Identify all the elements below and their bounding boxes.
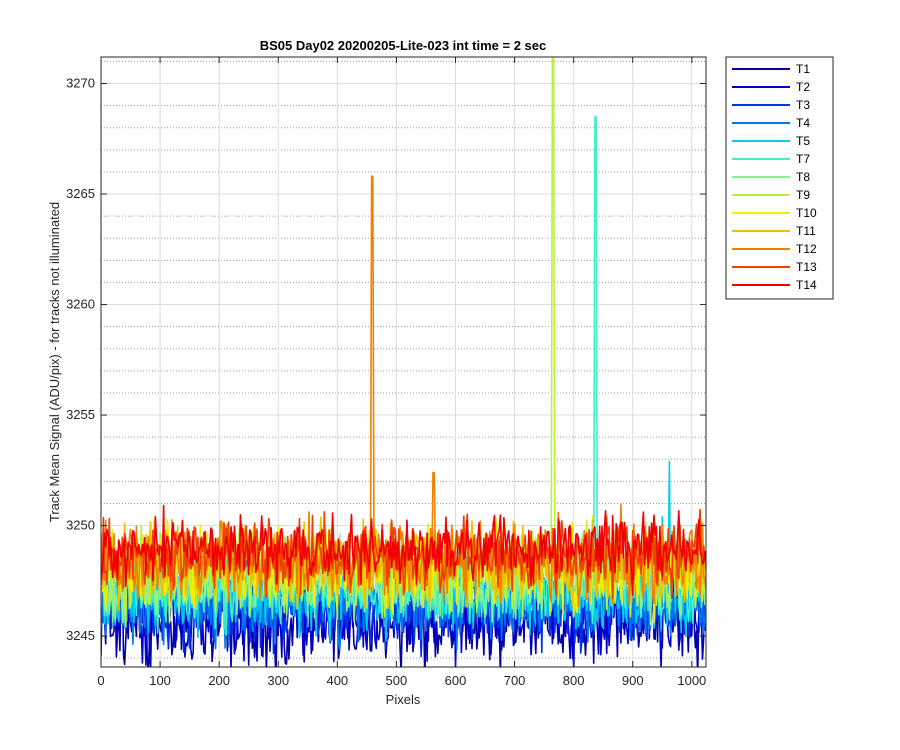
x-tick-label: 600 bbox=[445, 673, 467, 688]
plot-frame bbox=[100, 56, 707, 668]
x-tick-label: 400 bbox=[326, 673, 348, 688]
legend-label-t2: T2 bbox=[796, 80, 810, 94]
y-tick-label: 3270 bbox=[66, 76, 95, 91]
series-group bbox=[101, 57, 706, 667]
x-tick-label: 1000 bbox=[677, 673, 706, 688]
legend-label-t1: T1 bbox=[796, 62, 810, 76]
x-tick-label: 0 bbox=[97, 673, 104, 688]
legend-label-t12: T12 bbox=[796, 242, 817, 256]
legend-label-t5: T5 bbox=[796, 134, 810, 148]
legend-label-t4: T4 bbox=[796, 116, 810, 130]
legend: T1 T2 T3 T4 T5 T7 T8 T9 T10 T11 T12 T13 T14 bbox=[725, 56, 834, 300]
legend-label-t11: T11 bbox=[796, 224, 816, 238]
series-line-t14 bbox=[101, 504, 706, 597]
y-axis-label: Track Mean Signal (ADU/pix) - for tracks… bbox=[47, 202, 62, 522]
ticks: 0 100 200 300 400 500 600 700 800 900 1000 3245 3250… bbox=[66, 57, 706, 688]
legend-label-t14: T14 bbox=[796, 278, 817, 292]
legend-label-t3: T3 bbox=[796, 98, 810, 112]
x-tick-label: 800 bbox=[563, 673, 585, 688]
legend-label-t13: T13 bbox=[796, 260, 817, 274]
legend-label-t9: T9 bbox=[796, 188, 810, 202]
x-tick-label: 300 bbox=[267, 673, 289, 688]
chart-title: BS05 Day02 20200205-Lite-023 int time = … bbox=[260, 38, 547, 53]
x-tick-label: 100 bbox=[149, 673, 171, 688]
x-tick-label: 200 bbox=[208, 673, 230, 688]
legend-label-t8: T8 bbox=[796, 170, 810, 184]
x-axis-label: Pixels bbox=[386, 692, 421, 707]
x-tick-label: 700 bbox=[504, 673, 526, 688]
legend-label-t7: T7 bbox=[796, 152, 810, 166]
legend-label-t10: T10 bbox=[796, 206, 817, 220]
x-tick-label: 500 bbox=[386, 673, 408, 688]
y-tick-label: 3255 bbox=[66, 407, 95, 422]
y-tick-label: 3250 bbox=[66, 518, 95, 533]
y-tick-label: 3245 bbox=[66, 628, 95, 643]
y-tick-label: 3260 bbox=[66, 297, 95, 312]
y-tick-label: 3265 bbox=[66, 186, 95, 201]
x-tick-label: 900 bbox=[622, 673, 644, 688]
